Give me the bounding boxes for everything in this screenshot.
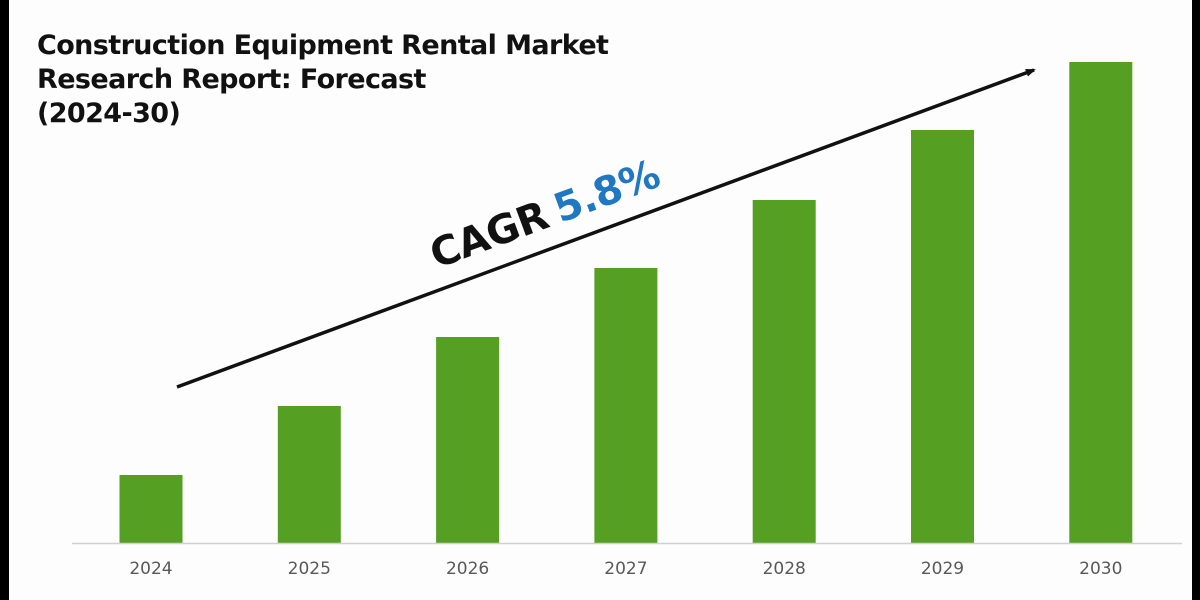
bar-2026 — [436, 337, 500, 543]
x-tick-label-2025: 2025 — [288, 559, 331, 579]
bar-2025 — [277, 406, 341, 543]
x-tick-label-2029: 2029 — [921, 559, 964, 579]
x-tick-label-2024: 2024 — [129, 559, 172, 579]
chart-title: Construction Equipment Rental Market Res… — [37, 30, 609, 129]
bar-2024 — [119, 475, 183, 543]
bar-2028 — [752, 200, 816, 543]
x-tick-label-2026: 2026 — [446, 559, 489, 579]
trend-arrow-icon — [176, 68, 1036, 389]
x-tick-label-2028: 2028 — [763, 559, 806, 579]
bar-2027 — [594, 268, 658, 543]
bars-group — [119, 62, 1133, 543]
bar-2030 — [1069, 62, 1133, 543]
x-axis-tick-labels: 2024 2025 2026 2027 2028 2029 2030 — [129, 559, 1122, 579]
x-tick-label-2030: 2030 — [1079, 559, 1122, 579]
bar-2029 — [911, 130, 974, 543]
x-tick-label-2027: 2027 — [604, 559, 647, 579]
